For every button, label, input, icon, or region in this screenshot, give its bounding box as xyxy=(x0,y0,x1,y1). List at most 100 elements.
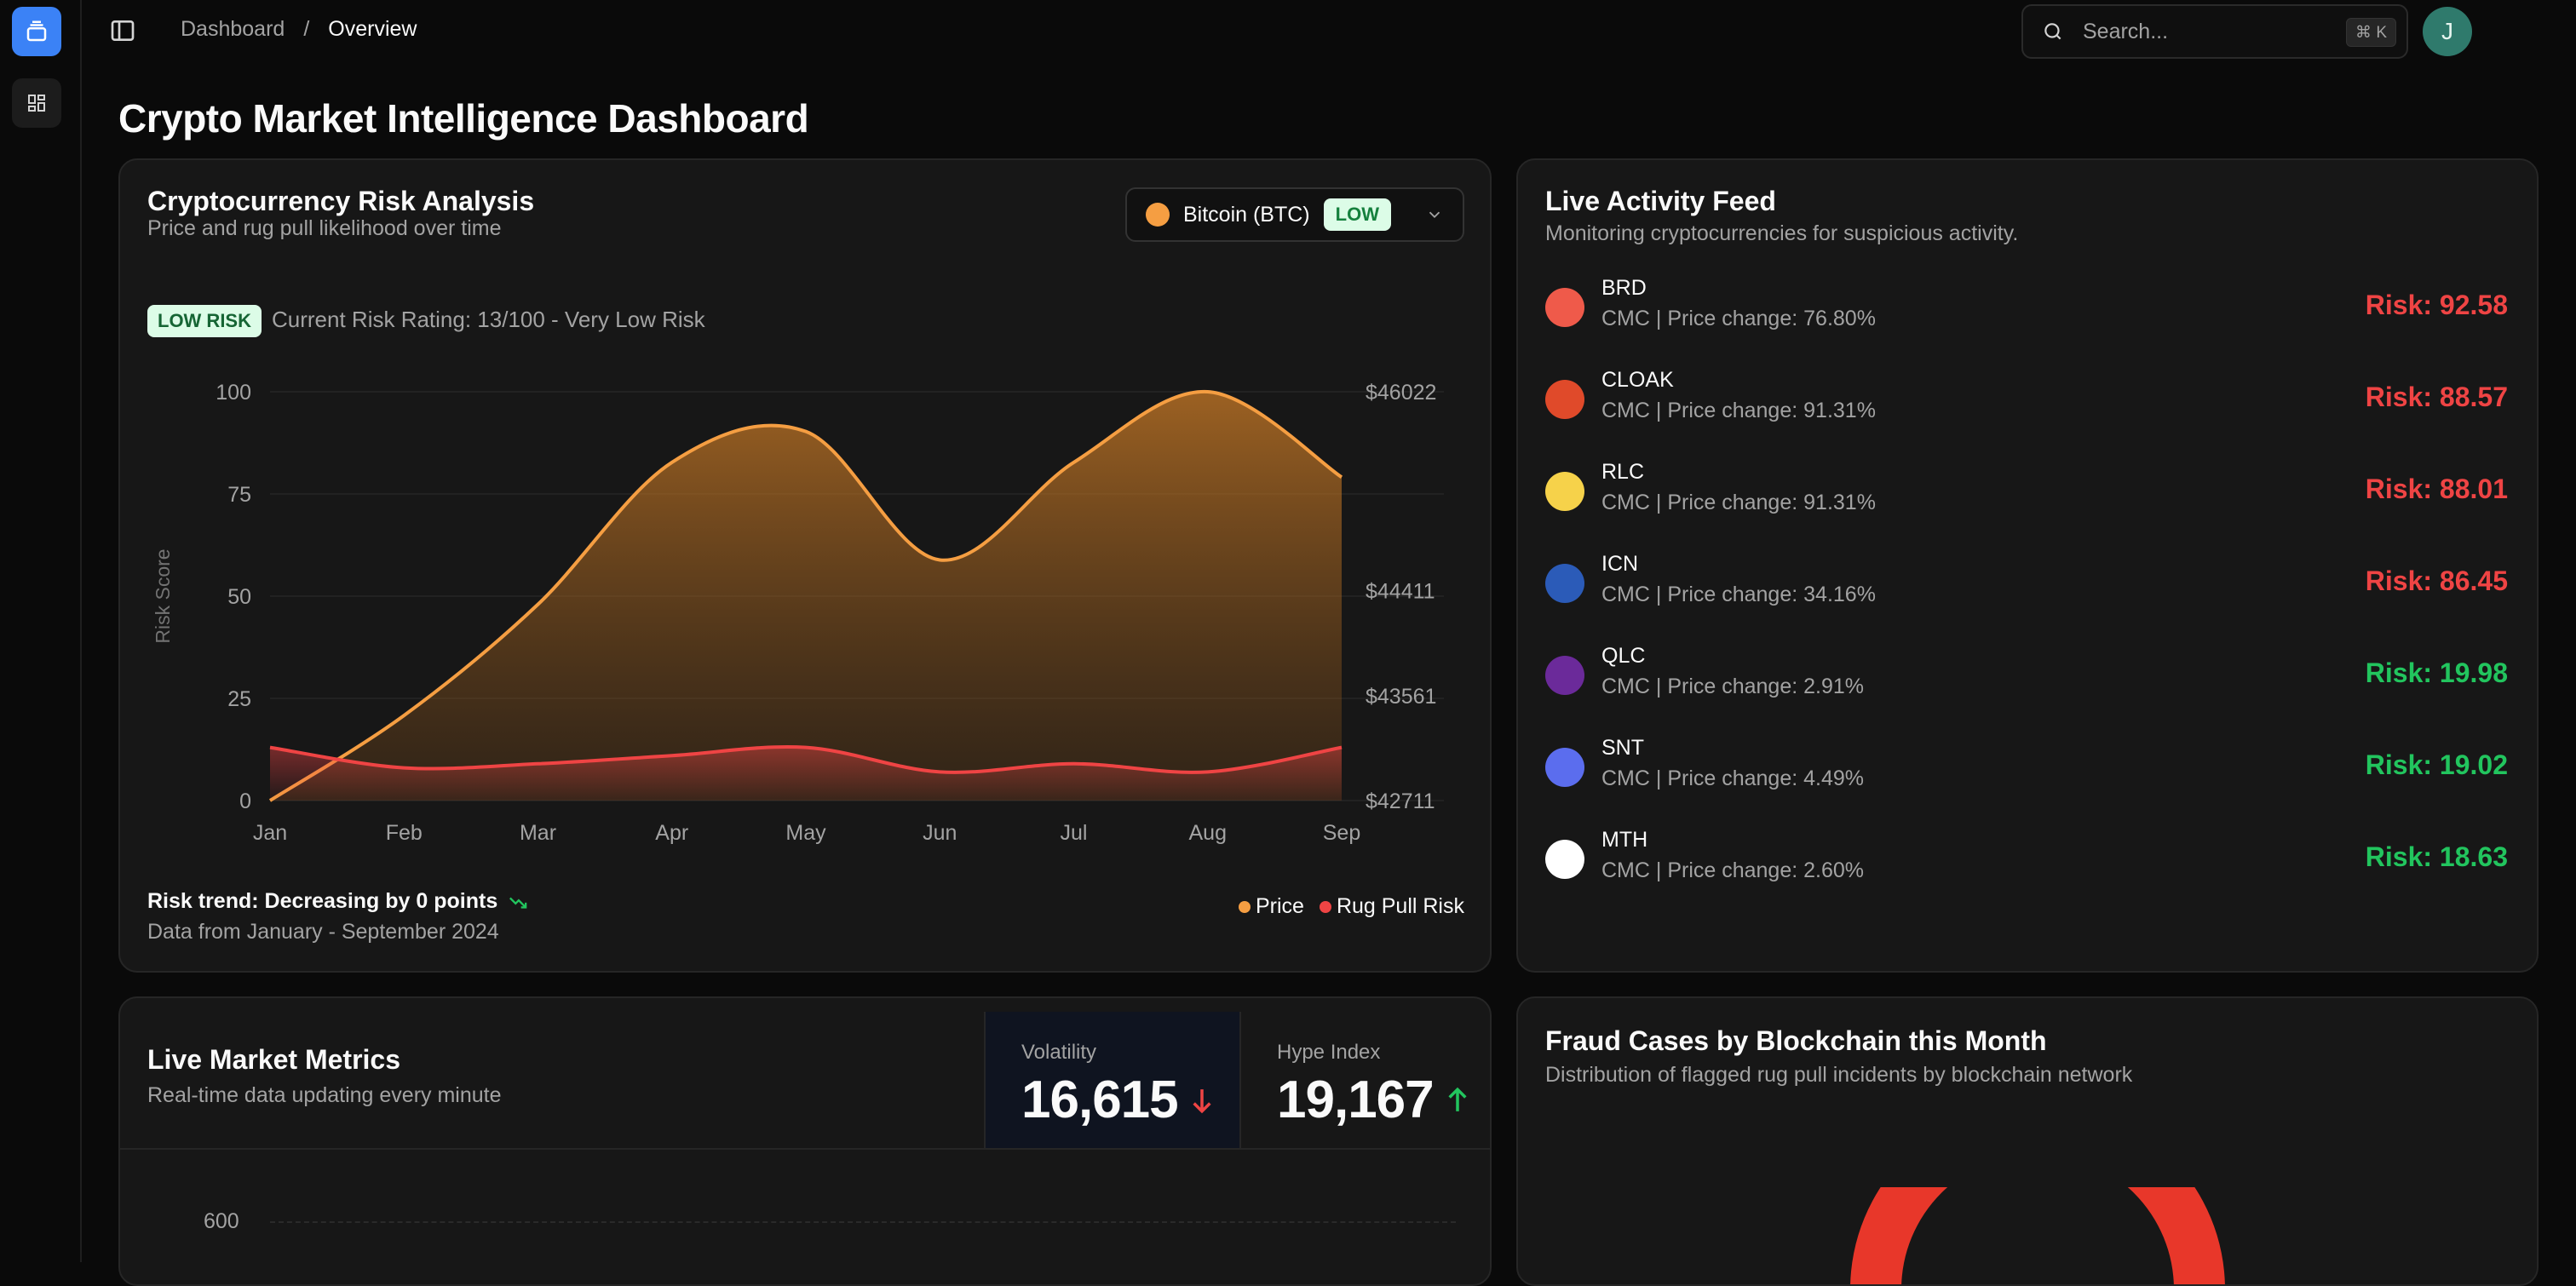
feed-item[interactable]: CLOAK CMC | Price change: 91.31% Risk: 88.… xyxy=(1545,368,2508,460)
grid-icon xyxy=(28,95,45,112)
feed-risk-score: Risk: 88.57 xyxy=(2365,382,2508,412)
donut-segment[interactable] xyxy=(1850,1187,2225,1286)
bitcoin-icon xyxy=(1146,203,1170,227)
volatility-metric[interactable]: Volatility 16,615 xyxy=(984,1012,1239,1148)
hype-value: 19,167 xyxy=(1277,1070,1469,1130)
top-bar: Dashboard / Overview xyxy=(82,0,2576,61)
feed-risk-score: Risk: 18.63 xyxy=(2365,841,2508,872)
rug-pull-line xyxy=(269,744,1343,774)
feed-item[interactable]: MTH CMC | Price change: 2.60% Risk: 18.63 xyxy=(1545,828,2508,920)
x-tick-label: Feb xyxy=(386,821,423,845)
feed-title: Live Activity Feed xyxy=(1545,186,1776,216)
y-tick-label: 0 xyxy=(239,789,251,813)
feed-meta: CMC | Price change: 34.16% xyxy=(1601,583,1876,606)
feed-meta: CMC | Price change: 91.31% xyxy=(1601,491,1876,514)
sidebar-toggle-button[interactable] xyxy=(109,17,136,44)
volatility-value: 16,615 xyxy=(1021,1070,1214,1130)
chart-legend: Price Rug Pull Risk xyxy=(1238,894,1464,919)
risk-rating-text: Current Risk Rating: 13/100 - Very Low R… xyxy=(272,307,705,332)
app-logo-button[interactable] xyxy=(12,7,61,56)
hype-metric[interactable]: Hype Index 19,167 xyxy=(1239,1012,1490,1148)
hype-number: 19,167 xyxy=(1277,1071,1435,1129)
x-tick-label: May xyxy=(785,821,826,845)
feed-symbol: MTH xyxy=(1601,828,1648,852)
app-rail xyxy=(0,0,82,1262)
price-area xyxy=(270,391,1342,801)
risk-card-title: Cryptocurrency Risk Analysis xyxy=(147,186,535,216)
coin-risk-pill: LOW xyxy=(1323,198,1391,231)
user-avatar[interactable]: J xyxy=(2423,7,2472,56)
feed-item[interactable]: RLC CMC | Price change: 91.31% Risk: 88.01 xyxy=(1545,460,2508,552)
market-metrics-card: Live Market Metrics Real-time data updat… xyxy=(118,996,1492,1286)
risk-chart: 0 25 50 75 100 $42711 $43561 $44411 $46022 Jan Feb… xyxy=(152,381,1444,845)
metrics-subtitle: Real-time data updating every minute xyxy=(147,1083,502,1107)
dashboard-nav-button[interactable] xyxy=(12,78,61,128)
feed-item[interactable]: QLC CMC | Price change: 2.91% Risk: 19.98 xyxy=(1545,644,2508,736)
breadcrumb-current: Overview xyxy=(328,17,417,41)
feed-meta: CMC | Price change: 91.31% xyxy=(1601,399,1876,422)
risk-badge: LOW RISK xyxy=(147,305,262,337)
feed-risk-score: Risk: 88.01 xyxy=(2365,474,2508,504)
feed-risk-score: Risk: 92.58 xyxy=(2365,290,2508,320)
volatility-number: 16,615 xyxy=(1021,1071,1179,1129)
coin-selector-label: Bitcoin (BTC) xyxy=(1183,202,1310,227)
breadcrumb: Dashboard / Overview xyxy=(181,17,417,42)
legend-item-price: Price xyxy=(1238,894,1304,919)
feed-item[interactable]: BRD CMC | Price change: 76.80% Risk: 92.58 xyxy=(1545,276,2508,368)
risk-trend-text: Risk trend: Decreasing by 0 points xyxy=(147,889,498,913)
feed-meta: CMC | Price change: 76.80% xyxy=(1601,307,1876,330)
legend-price-label: Price xyxy=(1255,894,1304,918)
feed-risk-score: Risk: 86.45 xyxy=(2365,565,2508,596)
risk-card-subtitle: Price and rug pull likelihood over time xyxy=(147,216,502,240)
y-axis-label: Risk Score xyxy=(152,548,174,643)
search-input[interactable]: Search... ⌘ K xyxy=(2021,4,2408,59)
trend-down-icon xyxy=(509,897,527,909)
x-tick-label: Jul xyxy=(1061,821,1088,845)
feed-meta: CMC | Price change: 2.60% xyxy=(1601,858,1865,882)
arrow-up-icon xyxy=(1448,1087,1467,1111)
metrics-axis-tick: 600 xyxy=(204,1209,239,1233)
brd-logo-icon xyxy=(1545,288,1584,327)
activity-feed-card: Live Activity Feed Monitoring cryptocurr… xyxy=(1516,158,2539,973)
y2-tick-label: $46022 xyxy=(1366,381,1436,405)
chevron-down-icon xyxy=(1429,211,1440,219)
rlc-logo-icon xyxy=(1545,472,1584,511)
y2-tick-label: $44411 xyxy=(1366,580,1435,604)
feed-symbol: ICN xyxy=(1601,552,1639,576)
breadcrumb-root[interactable]: Dashboard xyxy=(181,17,285,41)
risk-analysis-card: Cryptocurrency Risk Analysis Price and r… xyxy=(118,158,1492,973)
hype-label: Hype Index xyxy=(1277,1041,1381,1064)
feed-symbol: QLC xyxy=(1601,644,1646,668)
snt-logo-icon xyxy=(1545,748,1584,787)
x-tick-label: Sep xyxy=(1323,821,1360,845)
legend-rug-pull-label: Rug Pull Risk xyxy=(1336,894,1464,918)
coin-selector[interactable]: Bitcoin (BTC) LOW xyxy=(1125,187,1464,242)
risk-trend: Risk trend: Decreasing by 0 points xyxy=(147,889,527,914)
fraud-donut-chart xyxy=(1850,1187,2225,1286)
search-placeholder: Search... xyxy=(2083,19,2169,43)
y2-tick-label: $43561 xyxy=(1366,685,1436,709)
feed-symbol: BRD xyxy=(1601,276,1647,300)
y-tick-label: 75 xyxy=(227,483,251,507)
qlc-logo-icon xyxy=(1545,656,1584,695)
feed-item[interactable]: SNT CMC | Price change: 4.49% Risk: 19.02 xyxy=(1545,736,2508,828)
fraud-subtitle: Distribution of flagged rug pull inciden… xyxy=(1545,1063,2133,1087)
icn-logo-icon xyxy=(1545,564,1584,603)
y-tick-label: 25 xyxy=(227,687,251,711)
x-tick-label: Apr xyxy=(655,821,688,845)
feed-symbol: CLOAK xyxy=(1601,368,1674,392)
data-range: Data from January - September 2024 xyxy=(147,920,499,944)
y2-tick-label: $42711 xyxy=(1366,789,1435,813)
x-tick-label: Jun xyxy=(923,821,957,845)
feed-risk-score: Risk: 19.02 xyxy=(2365,749,2508,780)
feed-symbol: SNT xyxy=(1601,736,1644,760)
metrics-gridline xyxy=(270,1221,1456,1223)
arrow-down-icon xyxy=(1193,1088,1211,1113)
metrics-title: Live Market Metrics xyxy=(147,1044,401,1075)
panel-left-icon xyxy=(111,20,135,41)
x-tick-label: Aug xyxy=(1189,821,1227,845)
layers-icon xyxy=(26,20,47,42)
feed-item[interactable]: ICN CMC | Price change: 34.16% Risk: 86.45 xyxy=(1545,552,2508,644)
feed-meta: CMC | Price change: 4.49% xyxy=(1601,766,1865,790)
rug-pull-area xyxy=(270,746,1342,801)
